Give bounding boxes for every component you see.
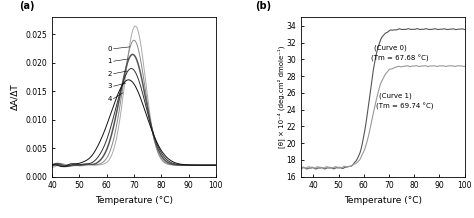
Y-axis label: [θ] × 10⁻⁴ (deg.cm² dmole⁻¹): [θ] × 10⁻⁴ (deg.cm² dmole⁻¹) [277, 46, 285, 148]
Text: (Tm = 67.68 °C): (Tm = 67.68 °C) [371, 55, 429, 63]
X-axis label: Temperature (°C): Temperature (°C) [95, 196, 173, 205]
X-axis label: Temperature (°C): Temperature (°C) [344, 196, 422, 205]
Text: 3: 3 [108, 83, 112, 89]
Text: (b): (b) [255, 2, 271, 12]
Text: 1: 1 [108, 58, 112, 64]
Text: 4: 4 [108, 96, 112, 102]
Text: (Curve 0): (Curve 0) [374, 44, 407, 51]
Y-axis label: ΔA/ΔT: ΔA/ΔT [11, 84, 20, 110]
Text: (a): (a) [19, 2, 35, 12]
Text: (Tm = 69.74 °C): (Tm = 69.74 °C) [376, 103, 434, 110]
Text: 2: 2 [108, 71, 112, 77]
Text: 0: 0 [108, 46, 112, 52]
Text: (Curve 1): (Curve 1) [379, 92, 412, 99]
